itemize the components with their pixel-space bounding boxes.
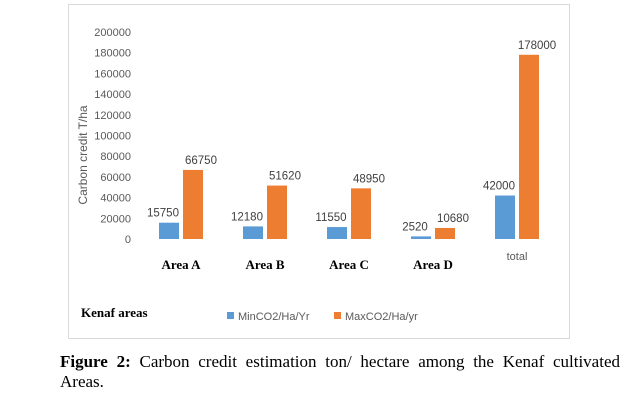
y-tick-label: 140000 [94, 89, 131, 101]
bar-min [159, 222, 179, 239]
figure-caption-text: Carbon credit estimation ton/ hectare am… [60, 352, 620, 391]
category-label: Area B [245, 257, 284, 272]
y-tick-label: 0 [125, 234, 131, 246]
legend: MinCO2/Ha/Yr MaxCO2/Ha/yr [227, 311, 418, 323]
bar-max [519, 54, 539, 239]
legend-label: MinCO2/Ha/Yr [238, 311, 310, 323]
bar-max [267, 185, 287, 239]
bar-min [243, 226, 263, 239]
y-tick-label: 180000 [94, 48, 131, 60]
data-label: 42000 [483, 181, 515, 193]
y-tick-label: 200000 [94, 27, 131, 39]
category-label: total [507, 251, 528, 263]
y-tick-label: 40000 [100, 193, 131, 205]
y-tick-label: 100000 [94, 131, 131, 143]
y-tick-label: 20000 [100, 213, 131, 225]
y-tick-label: 80000 [100, 151, 131, 163]
legend-swatch [334, 312, 341, 319]
category-label: Area A [161, 257, 201, 272]
figure-label: Figure 2: [60, 352, 131, 371]
bar-max [435, 227, 455, 239]
data-label: 66750 [185, 155, 217, 167]
data-label: 2520 [402, 221, 428, 233]
data-label: 10680 [437, 213, 469, 225]
legend-label: MaxCO2/Ha/yr [345, 311, 418, 323]
bar-min [327, 227, 347, 239]
bar-max [183, 169, 203, 239]
y-axis: 0 20000 40000 60000 80000 100000 120000 140000 1… [94, 27, 131, 246]
bar-min [411, 236, 431, 239]
legend-swatch [227, 312, 234, 319]
bars [159, 54, 539, 239]
category-label: Area D [413, 257, 453, 272]
x-axis-title: Kenaf areas [81, 305, 148, 320]
data-label: 51620 [269, 171, 301, 183]
data-label: 48950 [353, 173, 385, 185]
data-labels: 15750 66750 12180 51620 11550 48950 2520 10680 4… [147, 40, 556, 234]
data-label: 12180 [231, 211, 263, 223]
x-axis: Area A Area B Area C Area D total [161, 251, 527, 272]
y-axis-title: Carbon credit T/ha [76, 105, 90, 204]
chart-frame: 0 20000 40000 60000 80000 100000 120000 140000 1… [68, 4, 570, 339]
figure-caption: Figure 2: Carbon credit estimation ton/ … [60, 352, 620, 392]
bar-min [495, 195, 515, 239]
y-tick-label: 60000 [100, 172, 131, 184]
data-label: 11550 [315, 212, 346, 224]
bar-chart: 0 20000 40000 60000 80000 100000 120000 140000 1… [76, 27, 556, 323]
bar-max [351, 188, 371, 239]
data-label: 15750 [147, 208, 179, 220]
data-label: 178000 [518, 40, 556, 52]
y-tick-label: 120000 [94, 110, 131, 122]
y-tick-label: 160000 [94, 68, 131, 80]
category-label: Area C [329, 257, 369, 272]
